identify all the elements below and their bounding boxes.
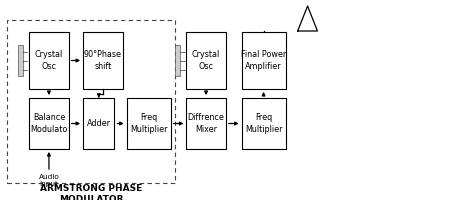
Text: Balance
Modulato: Balance Modulato [30,113,68,134]
Text: Freq
Multiplier: Freq Multiplier [130,113,167,134]
Bar [127,98,171,149]
Text: Crystal
Osc: Crystal Osc [35,50,63,71]
Text: Diffrence
Mixer: Diffrence Mixer [188,113,224,134]
Text: Adder: Adder [87,119,111,128]
Bar [83,98,114,149]
Bar [83,32,123,89]
Text: Crystal
Osc: Crystal Osc [192,50,220,71]
Bar [186,32,226,89]
Text: Audio
Input: Audio Input [39,174,59,187]
Bar [186,98,226,149]
Bar [7,20,175,183]
Bar [18,45,23,76]
Text: Final Power
Amplifier: Final Power Amplifier [241,50,286,71]
Bar [29,98,69,149]
Text: 90°Phase
shift: 90°Phase shift [84,50,122,71]
Text: Freq
Multiplier: Freq Multiplier [245,113,282,134]
Bar [175,45,180,76]
Bar [242,98,286,149]
Bar [29,32,69,89]
Text: ARMSTRONG PHASE
MODULATOR: ARMSTRONG PHASE MODULATOR [40,184,142,200]
Bar [242,32,286,89]
